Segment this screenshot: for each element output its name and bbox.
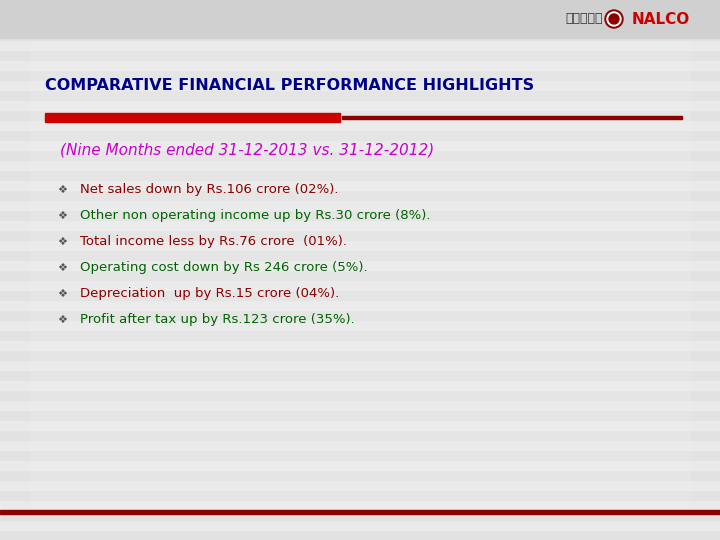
Bar xyxy=(0,490,720,500)
Text: ❖: ❖ xyxy=(57,237,67,247)
Bar xyxy=(0,460,720,470)
Bar xyxy=(0,150,720,160)
Bar xyxy=(0,480,720,490)
Bar xyxy=(342,116,682,119)
Bar xyxy=(0,520,720,530)
Bar xyxy=(0,70,720,80)
Bar xyxy=(0,470,720,480)
Bar xyxy=(0,410,720,420)
Text: ❖: ❖ xyxy=(57,185,67,195)
Bar xyxy=(0,140,720,150)
Text: ❖: ❖ xyxy=(57,289,67,299)
Circle shape xyxy=(605,10,623,28)
Bar xyxy=(0,360,720,370)
Text: Depreciation  up by Rs.15 crore (04%).: Depreciation up by Rs.15 crore (04%). xyxy=(80,287,339,300)
Circle shape xyxy=(609,14,619,24)
Bar xyxy=(0,0,720,38)
Bar xyxy=(0,320,720,330)
Bar xyxy=(0,20,720,30)
Text: Total income less by Rs.76 crore  (01%).: Total income less by Rs.76 crore (01%). xyxy=(80,235,347,248)
Text: ❖: ❖ xyxy=(57,263,67,273)
Bar xyxy=(0,350,720,360)
Bar xyxy=(0,60,720,70)
Text: ❖: ❖ xyxy=(57,211,67,221)
Bar xyxy=(0,10,720,20)
Bar xyxy=(0,230,720,240)
Text: Profit after tax up by Rs.123 crore (35%).: Profit after tax up by Rs.123 crore (35%… xyxy=(80,314,355,327)
Bar xyxy=(0,170,720,180)
Text: Net sales down by Rs.106 crore (02%).: Net sales down by Rs.106 crore (02%). xyxy=(80,184,338,197)
Bar xyxy=(0,440,720,450)
Text: ❖: ❖ xyxy=(57,315,67,325)
Bar xyxy=(0,160,720,170)
Bar xyxy=(0,80,720,90)
Bar xyxy=(0,260,720,270)
Bar xyxy=(0,370,720,380)
Bar xyxy=(0,180,720,190)
Bar xyxy=(0,190,720,200)
Bar xyxy=(0,90,720,100)
Bar xyxy=(0,200,720,210)
Bar xyxy=(0,330,720,340)
Bar xyxy=(0,130,720,140)
Bar xyxy=(0,290,720,300)
Text: Other non operating income up by Rs.30 crore (8%).: Other non operating income up by Rs.30 c… xyxy=(80,210,431,222)
Bar xyxy=(0,280,720,290)
Bar xyxy=(0,240,720,250)
Text: COMPARATIVE FINANCIAL PERFORMANCE HIGHLIGHTS: COMPARATIVE FINANCIAL PERFORMANCE HIGHLI… xyxy=(45,78,534,92)
Bar xyxy=(0,510,720,514)
Bar xyxy=(0,120,720,130)
Bar xyxy=(0,50,720,60)
Bar xyxy=(0,450,720,460)
Bar xyxy=(0,110,720,120)
Text: (Nine Months ended 31-12-2013 vs. 31-12-2012): (Nine Months ended 31-12-2013 vs. 31-12-… xyxy=(60,143,434,158)
Bar xyxy=(30,41,690,505)
Bar xyxy=(0,30,720,40)
Text: नालको: नालको xyxy=(565,12,603,25)
Bar xyxy=(0,210,720,220)
Bar xyxy=(0,250,720,260)
Bar xyxy=(0,310,720,320)
Bar xyxy=(0,420,720,430)
Bar xyxy=(0,400,720,410)
Bar xyxy=(0,390,720,400)
Bar xyxy=(0,380,720,390)
Bar xyxy=(0,430,720,440)
Bar xyxy=(0,220,720,230)
Bar xyxy=(0,530,720,540)
Bar xyxy=(0,510,720,520)
Bar xyxy=(0,500,720,510)
Text: Operating cost down by Rs 246 crore (5%).: Operating cost down by Rs 246 crore (5%)… xyxy=(80,261,368,274)
Bar xyxy=(45,113,340,122)
Circle shape xyxy=(607,12,621,26)
Bar xyxy=(0,270,720,280)
Bar xyxy=(0,340,720,350)
Bar xyxy=(0,40,720,50)
Bar xyxy=(0,100,720,110)
Text: NALCO: NALCO xyxy=(631,11,690,26)
Bar xyxy=(0,300,720,310)
